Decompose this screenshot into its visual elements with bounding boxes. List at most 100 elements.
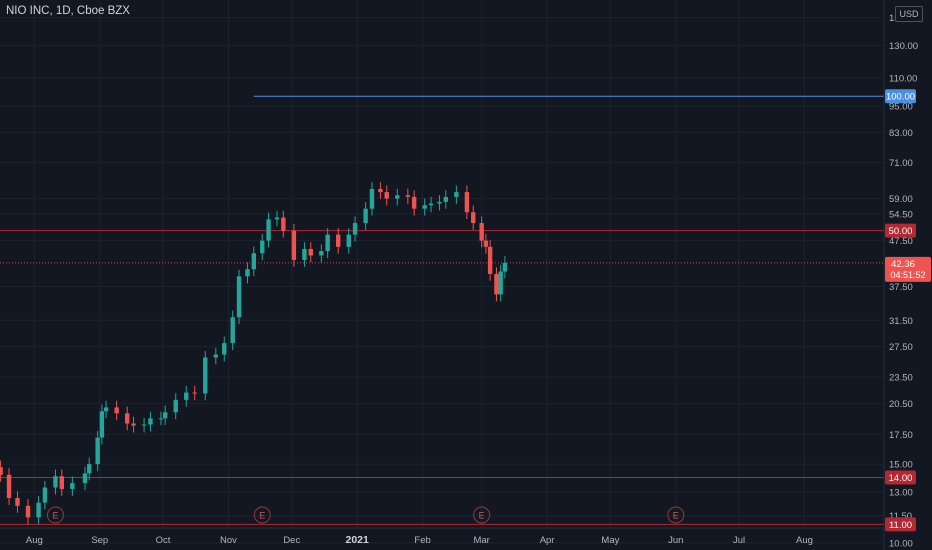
y-tick-label: 71.00 — [889, 158, 913, 169]
candle-body — [437, 201, 442, 204]
candle-body — [352, 223, 358, 235]
horizontal-lines-layer — [0, 95, 884, 525]
candle-body — [25, 505, 31, 518]
horizontal-line-tag — [885, 470, 916, 485]
candle-body — [203, 357, 208, 394]
earnings-marker — [253, 506, 271, 524]
time-axis: Aug Sep Oct Nov Dec 2021 Feb Mar Apr May Jun Jul Aug — [0, 527, 884, 546]
candle-body — [384, 192, 389, 199]
candle-body — [125, 413, 130, 424]
candle-body — [498, 271, 503, 295]
candle-body — [0, 467, 3, 475]
candle-body — [245, 269, 250, 277]
x-tick-label: Sep — [91, 535, 108, 546]
x-tick-label: Oct — [156, 535, 171, 546]
x-tick-label: Feb — [414, 535, 430, 546]
candle-body — [70, 483, 75, 489]
y-tick-label: 15.00 — [889, 460, 913, 471]
candle-body — [274, 217, 280, 220]
candle-body — [236, 276, 242, 318]
horizontal-line-tag-label: 14.00 — [889, 473, 913, 484]
candle-body — [494, 273, 499, 295]
y-tick-label: 37.50 — [889, 282, 913, 293]
y-tick-label: 13.00 — [889, 487, 913, 498]
candle-body — [346, 234, 351, 247]
horizontal-line-tag-label: 100.00 — [886, 92, 915, 103]
x-tick-label: Dec — [283, 535, 300, 546]
horizontal-line-tag — [885, 223, 916, 238]
candle-body — [158, 418, 164, 420]
candle-body — [230, 317, 235, 344]
x-tick-label: Apr — [540, 535, 555, 546]
candle-body — [162, 412, 168, 419]
candle-body — [87, 464, 92, 474]
x-tick-label: Nov — [220, 535, 237, 546]
candle-body — [308, 248, 313, 256]
x-tick-label: Jul — [733, 535, 745, 546]
earnings-marker-label: E — [259, 511, 265, 521]
candle-body — [479, 223, 484, 241]
horizontal-line-tag — [885, 517, 916, 532]
candle-body — [95, 437, 100, 465]
candle-body — [378, 188, 383, 193]
candle-body — [148, 418, 153, 425]
earnings-marker — [46, 506, 64, 524]
candle-body — [502, 262, 508, 272]
candle-body — [281, 217, 286, 231]
candle-body — [325, 234, 330, 252]
candle-body — [213, 354, 219, 358]
candle-body — [15, 497, 20, 506]
y-tick-label: 11.50 — [889, 511, 912, 522]
candle-body — [454, 192, 459, 197]
candle-body — [141, 424, 147, 426]
candle-body — [369, 188, 375, 209]
earnings-marker-label: E — [479, 511, 485, 521]
y-tick-label: 54.50 — [889, 209, 913, 220]
candles-layer — [0, 182, 508, 525]
candle-body — [266, 219, 271, 241]
candle-body — [114, 407, 119, 414]
current-price-label: 42.36 — [891, 259, 915, 270]
y-tick-label: 130.00 — [889, 41, 918, 52]
x-tick-label: May — [601, 535, 619, 546]
candle-body — [36, 502, 41, 518]
x-tick-label: Aug — [26, 535, 43, 546]
y-tick-label: 83.00 — [889, 128, 913, 139]
candle-body — [59, 476, 64, 489]
candle-body — [251, 253, 256, 270]
candle-body — [471, 212, 476, 224]
earnings-marker — [667, 506, 685, 524]
candle-body — [411, 196, 417, 209]
x-tick-label: Jun — [668, 535, 683, 546]
candle-body — [464, 192, 470, 213]
candle-body — [422, 205, 427, 209]
y-tick-label: 47.50 — [889, 236, 913, 247]
candle-body — [53, 476, 58, 488]
candle-body — [260, 240, 265, 254]
bar-countdown-label: 04:51:52 — [890, 270, 925, 280]
candle-body — [319, 251, 324, 256]
candle-body — [483, 240, 489, 247]
candle-body — [405, 195, 411, 197]
candle-body — [192, 392, 197, 394]
y-tick-label: 20.50 — [889, 399, 913, 410]
y-tick-label: 10.00 — [889, 538, 913, 549]
grid-layer — [0, 0, 884, 544]
candle-body — [42, 487, 48, 503]
y-tick-label: 31.50 — [889, 316, 913, 327]
candle-body — [131, 423, 136, 426]
x-tick-label: Aug — [796, 535, 813, 546]
price-axis: 150.00130.00110.0095.0083.0071.0059.0054… — [883, 0, 918, 550]
current-price-tag — [885, 256, 931, 282]
y-tick-label: 110.00 — [889, 73, 917, 84]
currency-badge[interactable]: USD — [895, 6, 923, 22]
y-tick-label: 17.50 — [889, 430, 913, 441]
candle-body — [99, 411, 105, 438]
earnings-marker — [473, 506, 491, 524]
candle-body — [302, 248, 307, 260]
candle-body — [103, 407, 109, 412]
